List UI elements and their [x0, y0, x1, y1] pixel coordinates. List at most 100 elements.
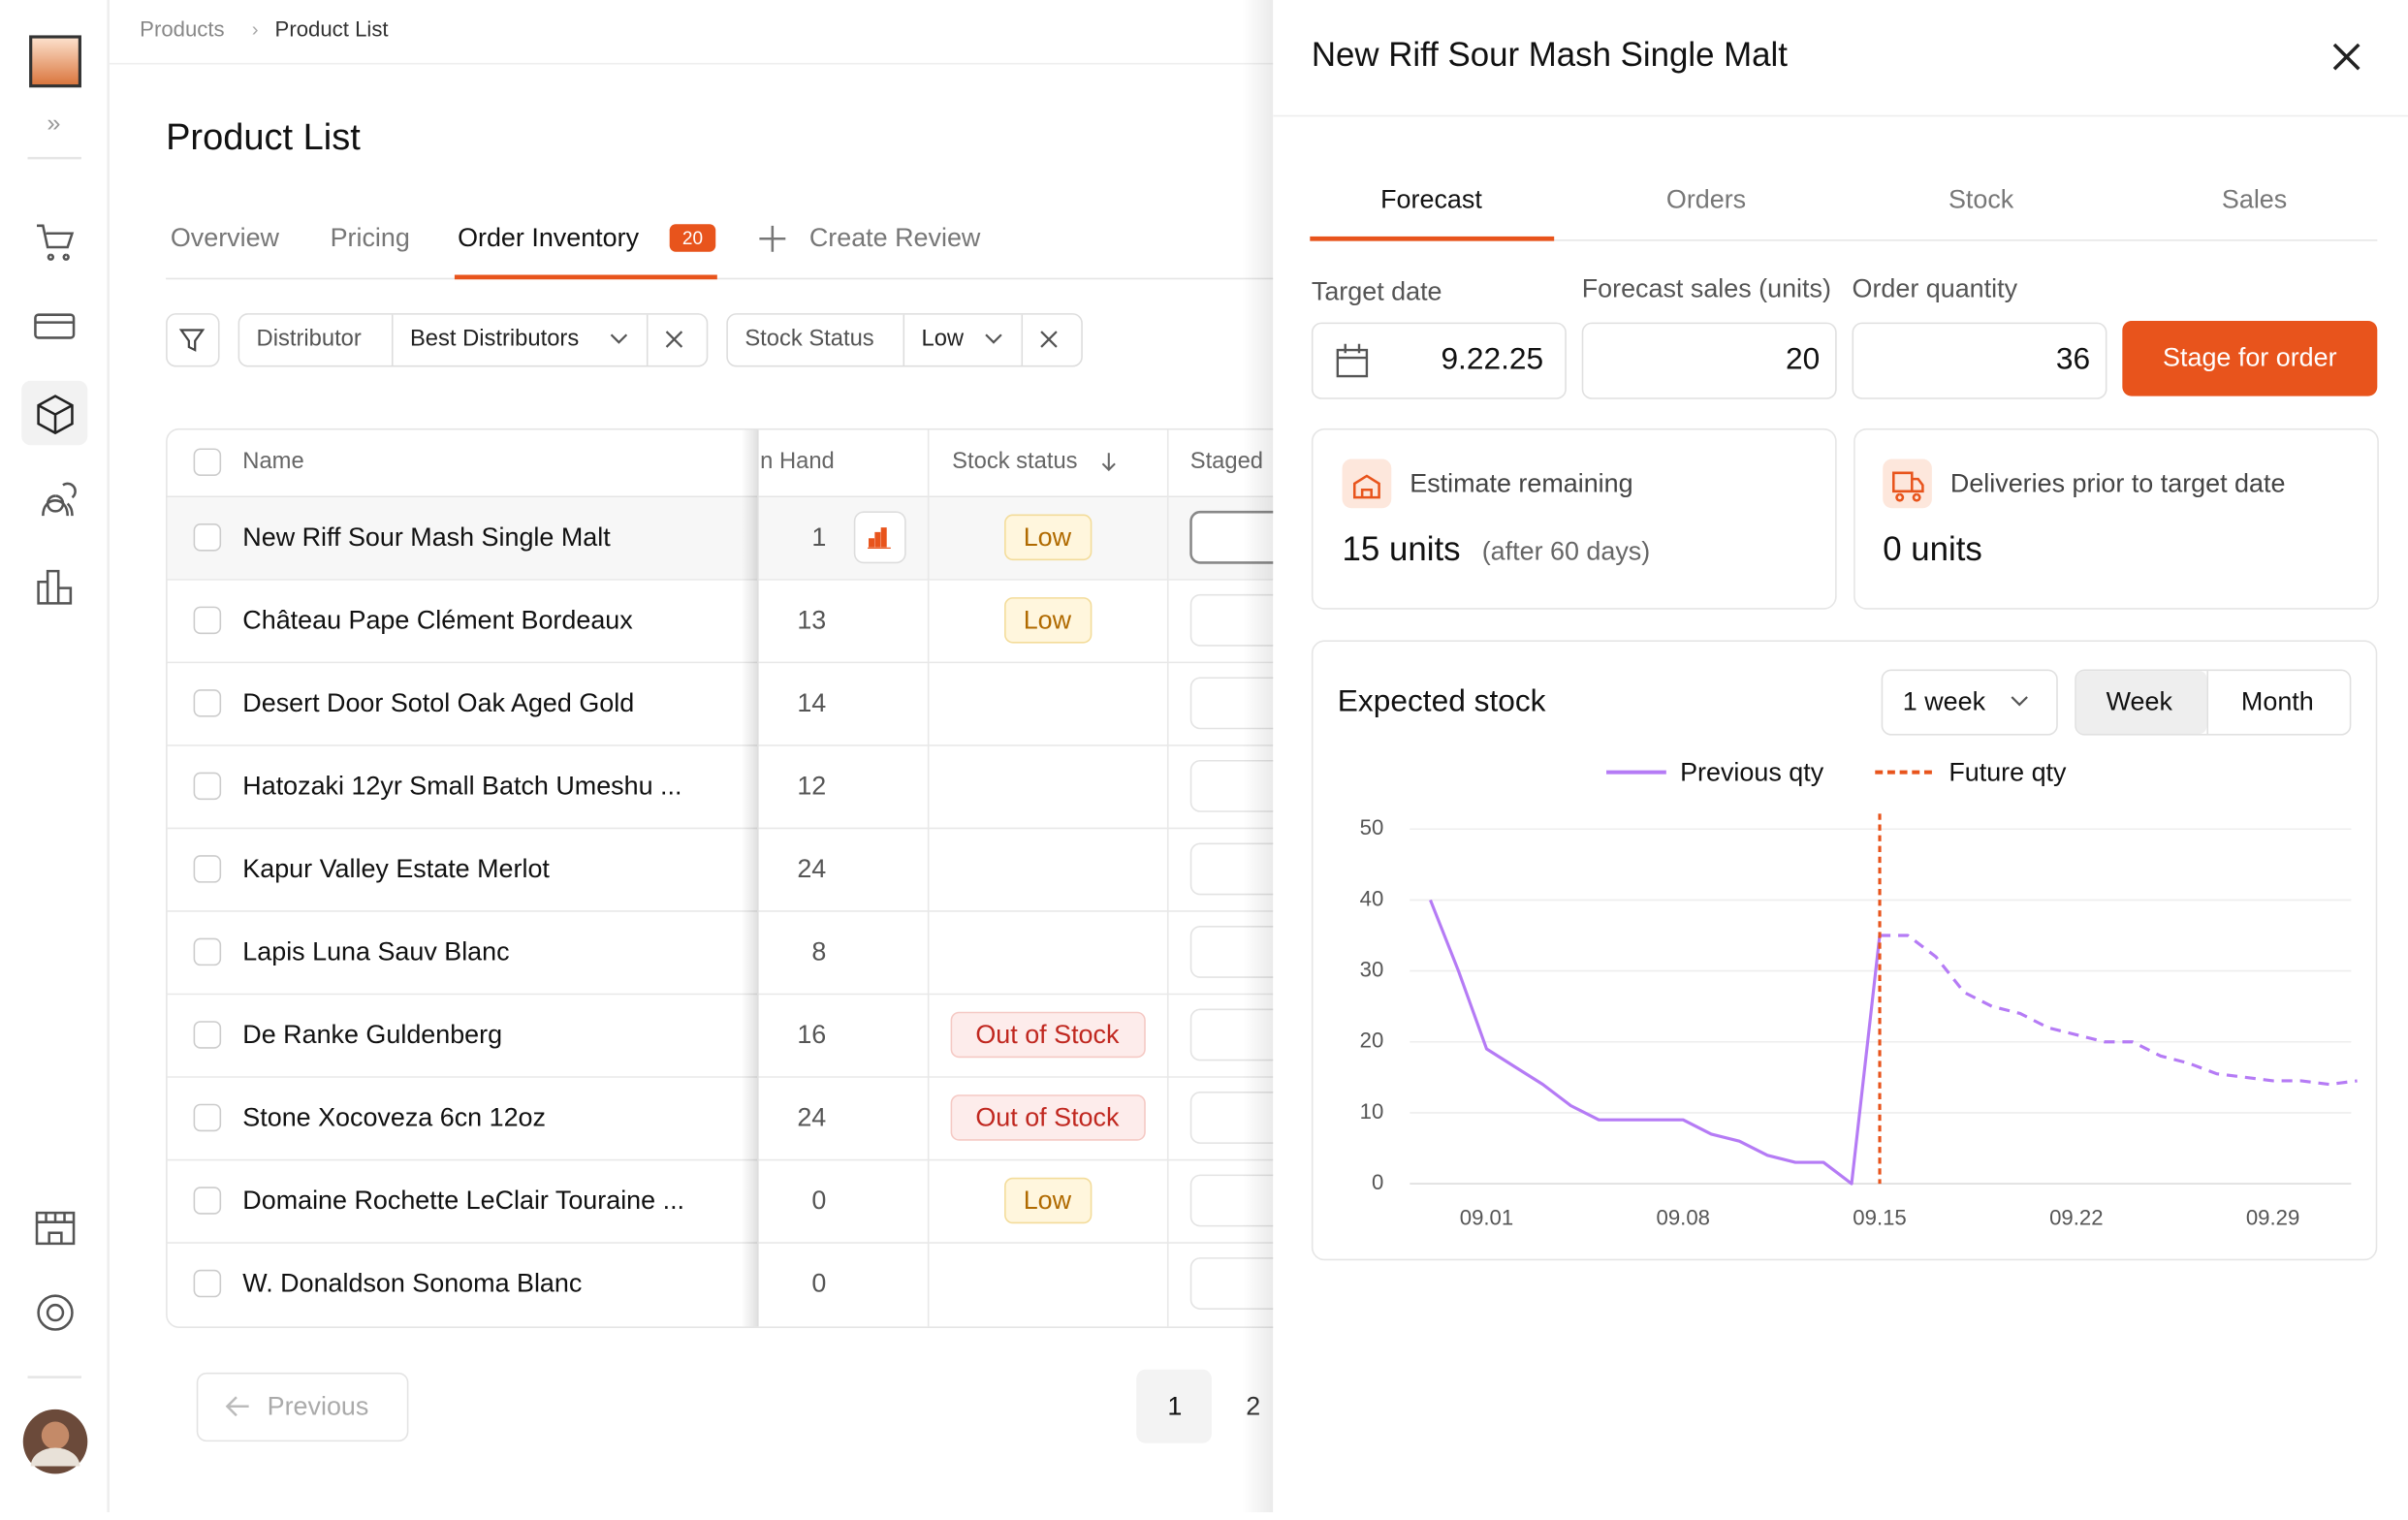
status-text: Out of Stock [975, 1103, 1120, 1132]
sidebar: » [21, 0, 110, 1513]
clear-icon[interactable] [1040, 331, 1058, 348]
checkbox[interactable] [193, 1103, 222, 1132]
tab[interactable]: Create Review [809, 223, 981, 252]
panel-tab[interactable]: Stock [1949, 185, 2014, 214]
period-option[interactable]: Week [2107, 686, 2173, 715]
checkbox[interactable] [193, 772, 222, 801]
product-name[interactable]: Château Pape Clément Bordeaux [242, 606, 633, 635]
checkbox[interactable] [193, 855, 222, 883]
status-badge [950, 1011, 1146, 1059]
checkbox[interactable] [193, 937, 222, 966]
panel-tab[interactable]: Orders [1666, 185, 1746, 214]
stage-label: Stage for order [2163, 343, 2337, 372]
y-tick-label: 50 [1360, 815, 1384, 839]
clear-icon[interactable] [665, 331, 683, 348]
tab[interactable]: Order Inventory [458, 223, 639, 252]
range-select[interactable] [1881, 669, 2058, 736]
period-option[interactable]: Month [2241, 686, 2314, 715]
calendar-icon [1336, 343, 1369, 378]
breadcrumb-sep: › [252, 18, 259, 41]
column-header[interactable]: n Hand [760, 448, 835, 474]
range-value: 1 week [1903, 686, 1986, 715]
info-card [1854, 428, 2379, 610]
legend-label[interactable]: Previous qty [1680, 757, 1824, 786]
product-name[interactable]: Hatozaki 12yr Small Batch Umeshu ... [242, 772, 681, 801]
card-icon [1883, 459, 1932, 509]
breadcrumb[interactable]: Products [140, 17, 224, 42]
x-tick-label: 09.22 [2049, 1205, 2103, 1229]
box-icon[interactable] [37, 395, 74, 435]
tab[interactable]: Pricing [331, 223, 410, 252]
close-button[interactable] [2332, 43, 2360, 71]
on-hand: 1 [811, 522, 826, 552]
product-name[interactable]: Stone Xocoveza 6cn 12oz [242, 1103, 546, 1132]
product-name[interactable]: De Ranke Guldenberg [242, 1020, 502, 1049]
column-header[interactable]: Name [242, 448, 303, 474]
product-name[interactable]: Desert Door Sotol Oak Aged Gold [242, 688, 634, 717]
checkbox[interactable] [193, 1021, 222, 1049]
chevron [610, 333, 628, 344]
expand[interactable]: » [47, 110, 60, 137]
settings-icon[interactable] [46, 1303, 65, 1322]
filter-value[interactable]: Low [922, 325, 965, 351]
card-icon[interactable] [34, 313, 76, 339]
filter-button[interactable] [166, 313, 220, 367]
checkbox[interactable] [193, 448, 222, 476]
card-icon-glyph [1892, 471, 1924, 502]
filter-value[interactable]: Best Distributors [410, 325, 579, 351]
checkbox[interactable] [193, 1269, 222, 1298]
legend-label[interactable]: Future qty [1949, 757, 2067, 786]
card-value: 0 units [1883, 530, 1982, 568]
product-name[interactable]: Domaine Rochette LeClair Touraine ... [242, 1186, 684, 1215]
status-text: Low [1024, 606, 1072, 635]
card-label: Estimate remaining [1410, 469, 1632, 498]
breadcrumb: Product List [275, 17, 389, 42]
chart-icon[interactable] [37, 569, 73, 605]
x-tick-label: 09.08 [1657, 1205, 1710, 1229]
checkbox[interactable] [193, 689, 222, 717]
column-header[interactable]: Stock status [952, 448, 1078, 474]
current-page[interactable] [1136, 1369, 1212, 1443]
checkbox[interactable] [193, 1187, 222, 1215]
field-value: 36 [2056, 341, 2090, 376]
bar-icon [868, 527, 891, 550]
users-icon[interactable] [42, 482, 77, 517]
panel-title: New Riff Sour Mash Single Malt [1312, 36, 1788, 74]
filter-label: Distributor [257, 325, 362, 351]
field-input[interactable] [1311, 322, 1567, 399]
y-tick-label: 40 [1360, 886, 1384, 910]
product-name[interactable]: Lapis Luna Sauv Blanc [242, 937, 509, 966]
card-note: (after 60 days) [1482, 536, 1651, 565]
series-line [1429, 899, 1882, 1186]
tab-underline [454, 274, 717, 280]
product-name[interactable]: New Riff Sour Mash Single Malt [242, 522, 611, 552]
tab[interactable]: Overview [171, 223, 280, 252]
panel-tab[interactable]: Sales [2222, 185, 2287, 214]
tab-underline [1310, 236, 1555, 241]
checkbox[interactable] [193, 606, 222, 635]
col-shadow [742, 429, 758, 1327]
field-value: 20 [1786, 341, 1820, 376]
field-input[interactable] [1852, 322, 2107, 399]
on-hand: 0 [811, 1186, 826, 1215]
status-text: Low [1024, 522, 1072, 552]
product-name[interactable]: Kapur Valley Estate Merlot [242, 854, 550, 883]
store-icon[interactable] [35, 1211, 76, 1246]
previous-button[interactable] [196, 1372, 409, 1442]
logo[interactable] [29, 35, 81, 88]
on-hand: 0 [811, 1269, 826, 1298]
checkbox[interactable] [193, 523, 222, 552]
field-input[interactable] [1581, 322, 1837, 399]
stage-button[interactable] [2122, 321, 2378, 396]
badge [669, 224, 716, 252]
product-name[interactable]: W. Donaldson Sonoma Blanc [242, 1269, 582, 1298]
card-value: 15 units [1343, 530, 1461, 568]
cart-icon[interactable] [37, 224, 75, 261]
filter-chip[interactable] [238, 313, 709, 367]
status-badge [1004, 597, 1093, 644]
panel-tab[interactable]: Forecast [1380, 185, 1482, 214]
field-label: Order quantity [1853, 273, 2018, 302]
y-tick-label: 20 [1360, 1029, 1384, 1053]
